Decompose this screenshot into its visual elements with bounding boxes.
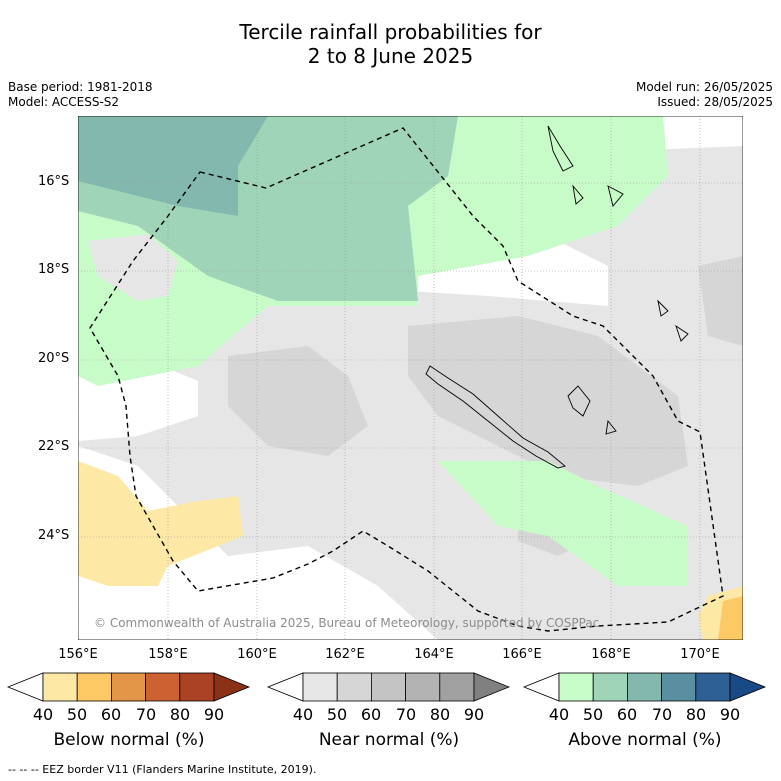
y-tick: 24°S bbox=[38, 528, 70, 543]
meta-left: Base period: 1981-2018 Model: ACCESS-S2 bbox=[8, 80, 153, 110]
above-low-extend bbox=[522, 672, 560, 702]
below-normal-region bbox=[78, 461, 243, 586]
below-color-box bbox=[76, 672, 112, 702]
x-tick: 168°E bbox=[591, 647, 631, 662]
below-tick: 40 bbox=[32, 705, 54, 724]
new-caledonia-coast bbox=[425, 365, 566, 469]
below-color-box bbox=[42, 672, 78, 702]
below-normal-label: Below normal (%) bbox=[53, 730, 205, 750]
y-tick: 22°S bbox=[38, 439, 70, 454]
near-normal-colorbar bbox=[266, 672, 511, 702]
eez-border bbox=[89, 127, 724, 632]
above-normal-colorbar bbox=[522, 672, 767, 702]
above-color-box bbox=[627, 672, 663, 702]
near-color-box bbox=[439, 672, 475, 702]
near-normal-patch-4 bbox=[698, 256, 743, 346]
x-tick: 166°E bbox=[502, 647, 542, 662]
above-tick: 40 bbox=[548, 705, 570, 724]
y-tick: 18°S bbox=[38, 262, 70, 277]
above-color-box bbox=[558, 672, 594, 702]
x-tick: 160°E bbox=[237, 647, 277, 662]
x-tick: 164°E bbox=[414, 647, 454, 662]
vanuatu-coast bbox=[547, 125, 689, 342]
above-tick: 70 bbox=[651, 705, 673, 724]
below-color-box bbox=[179, 672, 215, 702]
white-gap-3 bbox=[88, 234, 178, 301]
below-normal-region-2b bbox=[718, 596, 743, 640]
near-tick: 90 bbox=[463, 705, 485, 724]
above-tick: 80 bbox=[685, 705, 707, 724]
x-tick: 158°E bbox=[148, 647, 188, 662]
near-low-extend bbox=[266, 672, 304, 702]
model-run: Model run: 26/05/2025 bbox=[635, 80, 773, 94]
below-color-box bbox=[111, 672, 147, 702]
near-tick: 80 bbox=[429, 705, 451, 724]
above-color-box bbox=[661, 672, 697, 702]
gridlines bbox=[78, 116, 743, 640]
below-color-box bbox=[145, 672, 181, 702]
near-color-box bbox=[405, 672, 441, 702]
near-normal-label: Near normal (%) bbox=[318, 730, 460, 750]
above-color-box bbox=[592, 672, 628, 702]
near-color-box bbox=[336, 672, 372, 702]
model-name: Model: ACCESS-S2 bbox=[8, 95, 120, 109]
title-line-2: 2 to 8 June 2025 bbox=[307, 44, 474, 68]
above-normal-region-mid bbox=[438, 461, 688, 586]
below-tick: 90 bbox=[203, 705, 225, 724]
near-normal-patch-2 bbox=[228, 346, 368, 456]
below-low-extend bbox=[6, 672, 44, 702]
base-period: Base period: 1981-2018 bbox=[8, 80, 153, 94]
x-tick: 156°E bbox=[58, 647, 98, 662]
above-high-extend bbox=[729, 672, 767, 702]
below-tick: 50 bbox=[66, 705, 88, 724]
y-tick: 20°S bbox=[38, 351, 70, 366]
near-tick: 70 bbox=[395, 705, 417, 724]
above-color-box bbox=[695, 672, 731, 702]
near-color-box bbox=[371, 672, 407, 702]
above-tick: 60 bbox=[616, 705, 638, 724]
x-tick: 162°E bbox=[325, 647, 365, 662]
below-high-extend bbox=[213, 672, 251, 702]
near-normal-patch-1 bbox=[408, 316, 688, 486]
below-normal-colorbar bbox=[6, 672, 251, 702]
probability-map: © Commonwealth of Australia 2025, Bureau… bbox=[78, 116, 743, 640]
meta-right: Model run: 26/05/2025 Issued: 28/05/2025 bbox=[636, 80, 773, 110]
near-tick: 60 bbox=[360, 705, 382, 724]
x-tick: 170°E bbox=[680, 647, 720, 662]
near-tick: 50 bbox=[326, 705, 348, 724]
above-tick: 50 bbox=[582, 705, 604, 724]
above-tick: 90 bbox=[719, 705, 741, 724]
above-normal-high-band bbox=[78, 116, 268, 216]
y-tick: 16°S bbox=[38, 174, 70, 189]
below-tick: 80 bbox=[169, 705, 191, 724]
near-color-box bbox=[302, 672, 338, 702]
title-line-1: Tercile rainfall probabilities for bbox=[239, 20, 542, 44]
eez-legend-note: -- -- -- EEZ border V11 (Flanders Marine… bbox=[8, 763, 317, 776]
below-tick: 60 bbox=[100, 705, 122, 724]
below-tick: 70 bbox=[135, 705, 157, 724]
issued-date: Issued: 28/05/2025 bbox=[657, 95, 773, 109]
near-high-extend bbox=[473, 672, 511, 702]
near-tick: 40 bbox=[292, 705, 314, 724]
map-copyright: © Commonwealth of Australia 2025, Bureau… bbox=[94, 616, 599, 630]
above-normal-label: Above normal (%) bbox=[568, 730, 722, 750]
loyalty-islands-coast bbox=[567, 385, 617, 435]
